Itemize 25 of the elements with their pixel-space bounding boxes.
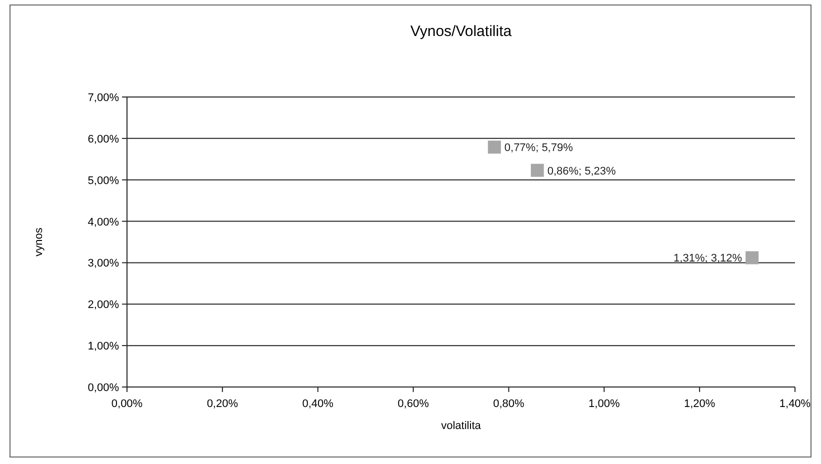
y-tick-label: 7,00% — [88, 92, 120, 104]
data-label: 0,77%; 5,79% — [504, 142, 574, 154]
x-tick-label: 1,00% — [588, 398, 620, 410]
chart-title: Vynos/Volatilita — [410, 23, 512, 40]
y-tick-label: 1,00% — [88, 340, 120, 353]
y-tick-label: 2,00% — [88, 299, 120, 312]
y-tick-label: 3,00% — [88, 258, 120, 270]
y-axis-title: vynos — [33, 227, 45, 256]
x-tick-label: 0,20% — [206, 398, 238, 410]
data-label: 0,86%; 5,23% — [547, 165, 616, 178]
x-axis-title: volatilita — [441, 420, 482, 432]
x-tick-label: 1,40% — [779, 398, 811, 410]
y-tick-label: 6,00% — [88, 133, 120, 146]
point — [530, 164, 544, 177]
x-tick-label: 0,00% — [111, 398, 143, 410]
y-tick-label: 5,00% — [88, 174, 120, 187]
data-label: 1,31%; 3,12% — [674, 252, 742, 265]
x-tick-label: 1,20% — [684, 398, 716, 410]
x-tick-label: 0,60% — [398, 398, 430, 410]
y-tick-label: 4,00% — [88, 216, 120, 228]
x-tick-label: 0,80% — [493, 398, 525, 410]
y-tick-label: 0,00% — [88, 382, 120, 394]
point — [488, 140, 501, 154]
point — [746, 251, 759, 264]
x-tick-label: 0,40% — [302, 398, 334, 410]
